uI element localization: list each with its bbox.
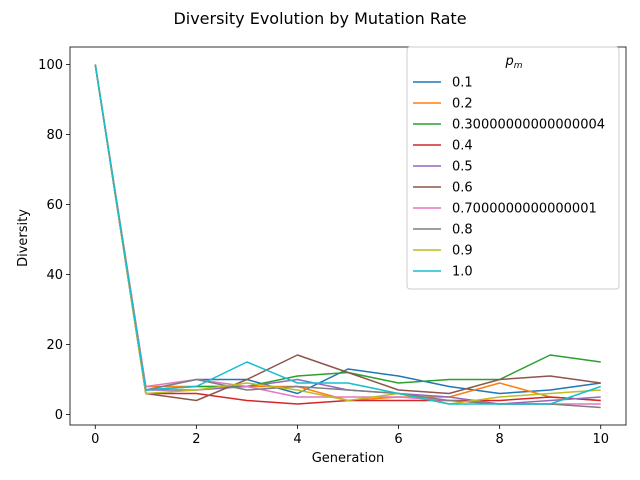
- y-tick-label: 20: [46, 338, 63, 353]
- legend-title: pm: [504, 54, 522, 71]
- y-tick-label: 100: [38, 58, 63, 73]
- series-line-9: [94, 64, 601, 405]
- x-tick-label: 10: [592, 432, 609, 447]
- legend: pm 0.1 0.2 0.30000000000000004 0.4 0.5 0.6 0.70…: [406, 46, 620, 290]
- legend-box: [406, 46, 620, 290]
- y-tick-label: 80: [46, 128, 63, 143]
- chart-title: Diversity Evolution by Mutation Rate: [173, 9, 466, 28]
- legend-label: 0.2: [452, 97, 473, 112]
- legend-label: 1.0: [452, 265, 473, 280]
- plot-lines: [94, 64, 601, 409]
- y-tick-label: 0: [55, 408, 63, 423]
- series-line-5: [94, 64, 601, 402]
- x-tick-label: 2: [192, 432, 200, 447]
- x-tick-label: 4: [293, 432, 301, 447]
- x-tick-label: 8: [495, 432, 503, 447]
- x-tick-label: 0: [91, 432, 99, 447]
- series-line-8: [94, 64, 601, 405]
- legend-label: 0.1: [452, 76, 473, 91]
- x-tick-label: 6: [394, 432, 402, 447]
- legend-label: 0.5: [452, 160, 473, 175]
- legend-label: 0.4: [452, 139, 473, 154]
- x-axis-label: Generation: [312, 451, 385, 466]
- y-tick-label: 40: [46, 268, 63, 283]
- legend-label: 0.8: [452, 223, 473, 238]
- y-tick-label: 60: [46, 198, 63, 213]
- y-axis-label: Diversity: [16, 209, 31, 267]
- legend-label: 0.30000000000000004: [452, 118, 605, 133]
- plot-frame: [69, 46, 627, 426]
- legend-label: 0.9: [452, 244, 473, 259]
- legend-label: 0.6: [452, 181, 473, 196]
- legend-label: 0.7000000000000001: [452, 202, 597, 217]
